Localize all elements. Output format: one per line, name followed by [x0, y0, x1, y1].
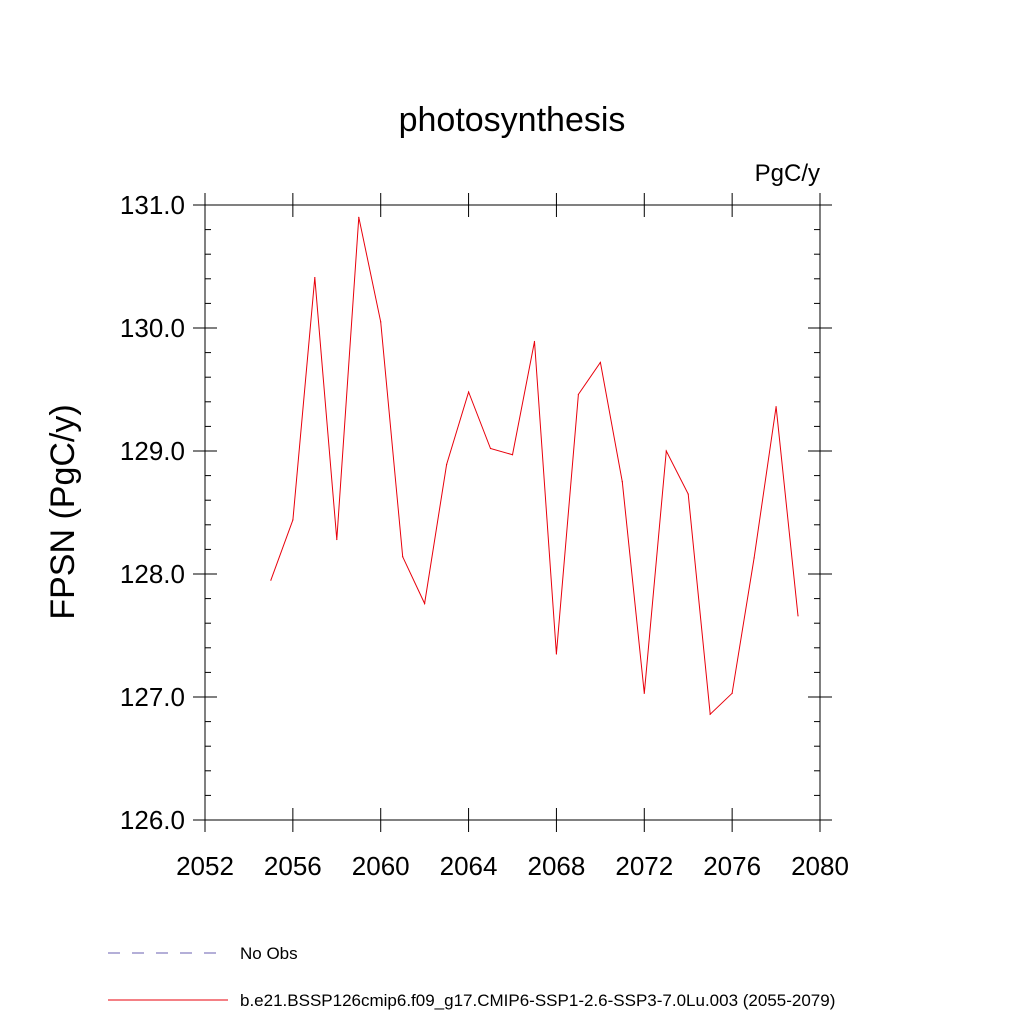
x-tick-label: 2072 — [615, 851, 673, 881]
data-point — [797, 615, 799, 617]
y-tick-label: 127.0 — [120, 682, 185, 712]
data-point — [643, 692, 645, 694]
data-point — [577, 393, 579, 396]
data-point — [489, 447, 492, 450]
units-label: PgC/y — [755, 160, 820, 187]
x-tick-label: 2052 — [176, 851, 234, 881]
data-point — [555, 653, 558, 655]
data-point — [533, 340, 536, 343]
data-point — [687, 493, 689, 495]
x-tick-label: 2060 — [352, 851, 410, 881]
data-point — [292, 519, 294, 521]
chart-title: photosynthesis — [399, 101, 626, 139]
data-point — [511, 454, 514, 456]
data-point — [336, 538, 338, 541]
data-point — [709, 713, 711, 715]
legend-label: b.e21.BSSP126cmip6.f09_g17.CMIP6-SSP1-2.… — [240, 991, 835, 1010]
data-point — [358, 216, 360, 218]
legend-label: No Obs — [240, 944, 298, 963]
x-tick-label: 2064 — [440, 851, 498, 881]
y-tick-label: 128.0 — [120, 559, 185, 589]
legend: No Obs b.e21.BSSP126cmip6.f09_g17.CMIP6-S… — [108, 944, 835, 1010]
plot-frame — [204, 204, 821, 821]
y-axis-label: FPSN (PgC/y) — [44, 404, 82, 619]
x-axis: 2052 2056 2060 2064 2068 2072 2076 2080 — [176, 193, 849, 881]
data-point — [775, 406, 777, 408]
x-tick-label: 2068 — [528, 851, 586, 881]
y-axis: 126.0 127.0 128.0 129.0 130.0 131.0 — [120, 190, 832, 835]
y-tick-label: 130.0 — [120, 313, 185, 343]
data-point — [402, 556, 404, 558]
y-tick-label: 129.0 — [120, 436, 185, 466]
data-point — [424, 602, 426, 605]
series-line — [270, 217, 799, 716]
x-tick-label: 2076 — [703, 851, 761, 881]
data-point — [380, 321, 382, 323]
data-point — [467, 391, 470, 393]
data-point — [731, 692, 733, 694]
x-tick-label: 2056 — [264, 851, 322, 881]
data-point — [270, 579, 272, 581]
series-layer — [270, 216, 799, 716]
data-point — [621, 481, 623, 483]
y-tick-label: 126.0 — [120, 805, 185, 835]
data-point — [599, 361, 601, 364]
y-tick-label: 131.0 — [120, 190, 185, 220]
data-point — [314, 276, 316, 279]
x-tick-label: 2080 — [791, 851, 849, 881]
data-point — [446, 463, 448, 466]
data-point — [665, 450, 667, 452]
data-point — [753, 557, 755, 559]
